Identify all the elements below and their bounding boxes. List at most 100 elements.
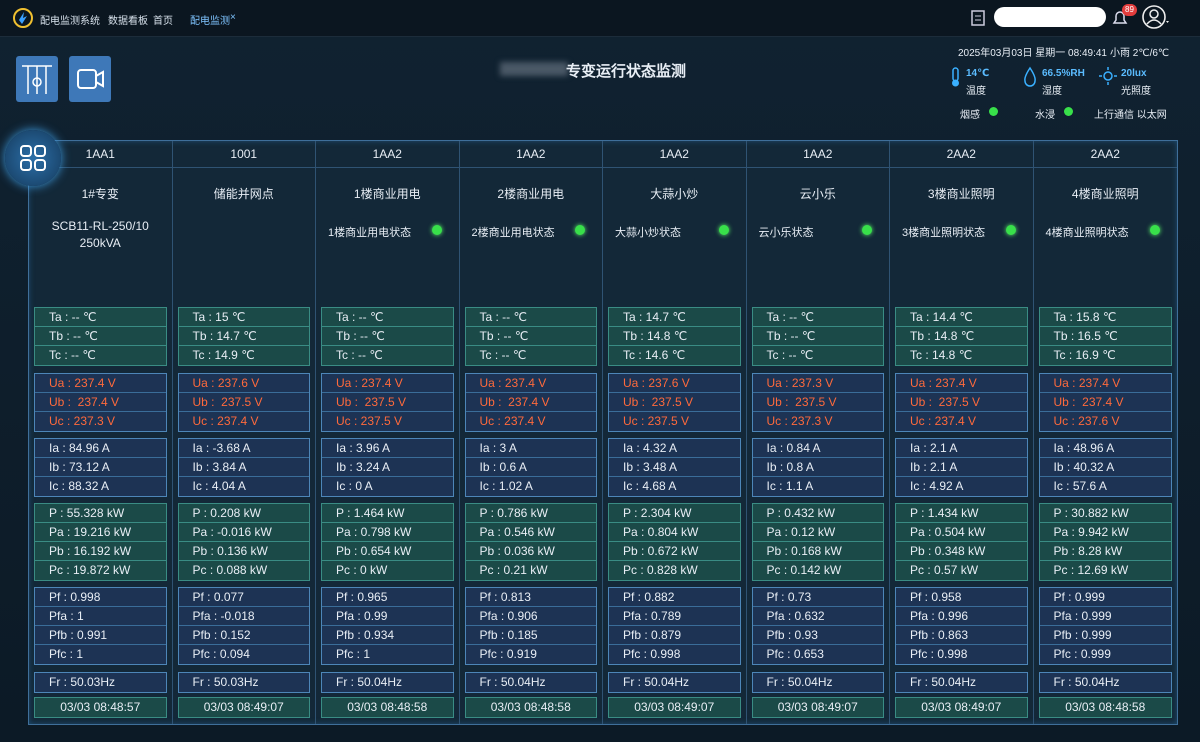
status-label: 大蒜小炒状态: [615, 227, 681, 239]
value-line: 03/03 08:48:57: [60, 700, 141, 714]
data-panel: 1AA1 1#专变 SCB11-RL-250/10 250kVA Ta : -- ℃ Tb…: [28, 140, 1178, 725]
value-group: 03/03 08:48:57: [34, 697, 167, 718]
value-line: Pf : 0.73: [752, 588, 883, 607]
bell-icon[interactable]: [1110, 8, 1130, 28]
value-line: Pc : 0.088 kW: [192, 563, 268, 577]
value-line: Fr : 50.04Hz: [336, 675, 403, 689]
value-group: P : 0.786 kW Pa : 0.546 kW Pb : 0.036 kW Pc…: [464, 503, 597, 581]
column-name: 3楼商业照明: [927, 187, 995, 201]
value-line: Ta : 15.8 ℃: [1039, 308, 1171, 327]
value-line: Ia : 4.32 A: [609, 439, 740, 458]
env-label: 光照度: [1121, 86, 1151, 97]
value-line: Pf : 0.882: [609, 588, 740, 607]
value-group: Ua : 237.4 V Ub : 237.4 V Uc : 237.3 V: [34, 373, 167, 432]
value-line: Pfb : 0.863: [896, 626, 1027, 645]
value-group: 03/03 08:48:58: [321, 697, 454, 718]
humidity-icon: [1024, 66, 1036, 87]
value-group: Ua : 237.4 V Ub : 237.5 V Uc : 237.4 V: [895, 373, 1028, 432]
column-name: 4楼商业照明: [1071, 187, 1139, 201]
value-group: Pf : 0.882 Pfa : 0.789 Pfb : 0.879 Pfc : 0.…: [608, 587, 741, 665]
value-line: Pc : 0.828 kW: [623, 563, 698, 577]
value-line: Ua : 237.4 V: [465, 374, 596, 393]
value-line: 03/03 08:49:07: [203, 700, 284, 714]
logo: [13, 8, 33, 28]
value-line: Ua : 237.4 V: [322, 374, 453, 393]
tab[interactable]: 数据看板: [108, 16, 148, 27]
value-line: Ia : 3 A: [465, 439, 596, 458]
avatar[interactable]: [1141, 4, 1171, 32]
value-line: Pfa : 0.999: [1039, 607, 1171, 626]
value-line: P : 1.464 kW: [322, 504, 453, 523]
value-line: Tc : -- ℃: [479, 348, 527, 362]
value-line: Ua : 237.4 V: [35, 374, 166, 393]
value-line: Pfc : 0.653: [766, 647, 824, 661]
value-group: Ta : -- ℃ Tb : -- ℃ Tc : -- ℃: [751, 307, 884, 366]
value-line: Pfc : 0.998: [910, 647, 968, 661]
value-line: Pc : 0 kW: [336, 563, 388, 577]
value-line: Fr : 50.04Hz: [910, 675, 977, 689]
menu-button[interactable]: [5, 130, 61, 186]
value-line: Fr : 50.03Hz: [192, 675, 259, 689]
value-line: Ta : -- ℃: [752, 308, 883, 327]
top-bar: 配电监测系统 数据看板 首页 配电监测 × 89: [0, 0, 1200, 37]
column-code: 1AA1: [29, 141, 172, 168]
value-line: P : 1.434 kW: [896, 504, 1027, 523]
value-line: Pa : 0.798 kW: [322, 523, 453, 542]
value-line: Ic : 57.6 A: [1053, 479, 1107, 493]
video-button[interactable]: [69, 56, 111, 102]
tab-active[interactable]: 配电监测: [190, 16, 230, 27]
doc-icon[interactable]: [970, 9, 988, 27]
value-group: Fr : 50.04Hz: [751, 672, 884, 693]
wiring-button[interactable]: [16, 56, 58, 102]
value-line: Ia : 48.96 A: [1039, 439, 1171, 458]
column-name: 云小乐: [799, 187, 836, 201]
value-group: Ta : 15 ℃ Tb : 14.7 ℃ Tc : 14.9 ℃: [177, 307, 310, 366]
status-indicator: [431, 225, 442, 235]
column: 1AA2 云小乐 云小乐状态 Ta : -- ℃ Tb : -- ℃ Tc : -- ℃ U…: [746, 141, 890, 724]
value-group: Fr : 50.04Hz: [1038, 672, 1172, 693]
value-line: Pc : 0.142 kW: [766, 563, 842, 577]
value-line: Uc : 237.4 V: [192, 414, 259, 428]
spec-line: SCB11-RL-250/10: [51, 219, 149, 233]
value-line: Ua : 237.6 V: [178, 374, 309, 393]
column-name: 大蒜小炒: [650, 187, 699, 201]
value-line: Uc : 237.4 V: [479, 414, 546, 428]
tab-close[interactable]: ×: [230, 12, 236, 23]
value-group: Ia : 3.96 A Ib : 3.24 A Ic : 0 A: [321, 438, 454, 497]
datetime: 2025年03月03日 星期一 08:49:41: [958, 48, 1107, 59]
page-title: 专变运行状态监测: [566, 63, 687, 80]
column-code: 1AA2: [316, 141, 459, 168]
value-line: 03/03 08:49:07: [634, 700, 715, 714]
value-line: Pb : 0.348 kW: [896, 542, 1027, 561]
value-line: Pb : 8.28 kW: [1039, 542, 1171, 561]
value-line: Pa : 0.504 kW: [896, 523, 1027, 542]
column: 1AA1 1#专变 SCB11-RL-250/10 250kVA Ta : -- ℃ Tb…: [29, 141, 173, 724]
tab[interactable]: 首页: [153, 16, 173, 27]
value-line: Ic : 4.68 A: [623, 479, 677, 493]
value-line: Pfc : 0.998: [623, 647, 681, 661]
value-line: Pb : 0.168 kW: [752, 542, 883, 561]
value-line: Pfc : 1: [336, 647, 371, 661]
value-line: Ub : 237.5 V: [896, 393, 1027, 412]
value-line: Ta : -- ℃: [465, 308, 596, 327]
value-group: Ta : 14.7 ℃ Tb : 14.8 ℃ Tc : 14.6 ℃: [608, 307, 741, 366]
value-line: Ub : 237.5 V: [322, 393, 453, 412]
value-line: Pfa : 0.906: [465, 607, 596, 626]
status-label: 云小乐状态: [758, 227, 814, 239]
value-line: Tc : 14.8 ℃: [910, 348, 973, 362]
value-group: 03/03 08:49:07: [608, 697, 741, 718]
value-group: 03/03 08:48:58: [464, 697, 597, 718]
search-input[interactable]: [994, 7, 1106, 27]
value-line: Pb : 0.672 kW: [609, 542, 740, 561]
value-line: Ic : 1.1 A: [766, 479, 814, 493]
value-group: Fr : 50.03Hz: [177, 672, 310, 693]
status-indicator: [575, 225, 585, 235]
value-group: Ia : 0.84 A Ib : 0.8 A Ic : 1.1 A: [751, 438, 884, 497]
status-label: 4楼商业照明状态: [1045, 227, 1129, 239]
value-line: Ta : 14.7 ℃: [609, 308, 740, 327]
light-icon: [1099, 67, 1117, 85]
value-line: Pfb : 0.934: [322, 626, 453, 645]
column: 2AA2 4楼商业照明 4楼商业照明状态 Ta : 15.8 ℃ Tb : 16.5 ℃…: [1033, 141, 1177, 724]
value-line: Ta : 14.4 ℃: [896, 308, 1027, 327]
value-group: Ia : 48.96 A Ib : 40.32 A Ic : 57.6 A: [1038, 438, 1172, 497]
